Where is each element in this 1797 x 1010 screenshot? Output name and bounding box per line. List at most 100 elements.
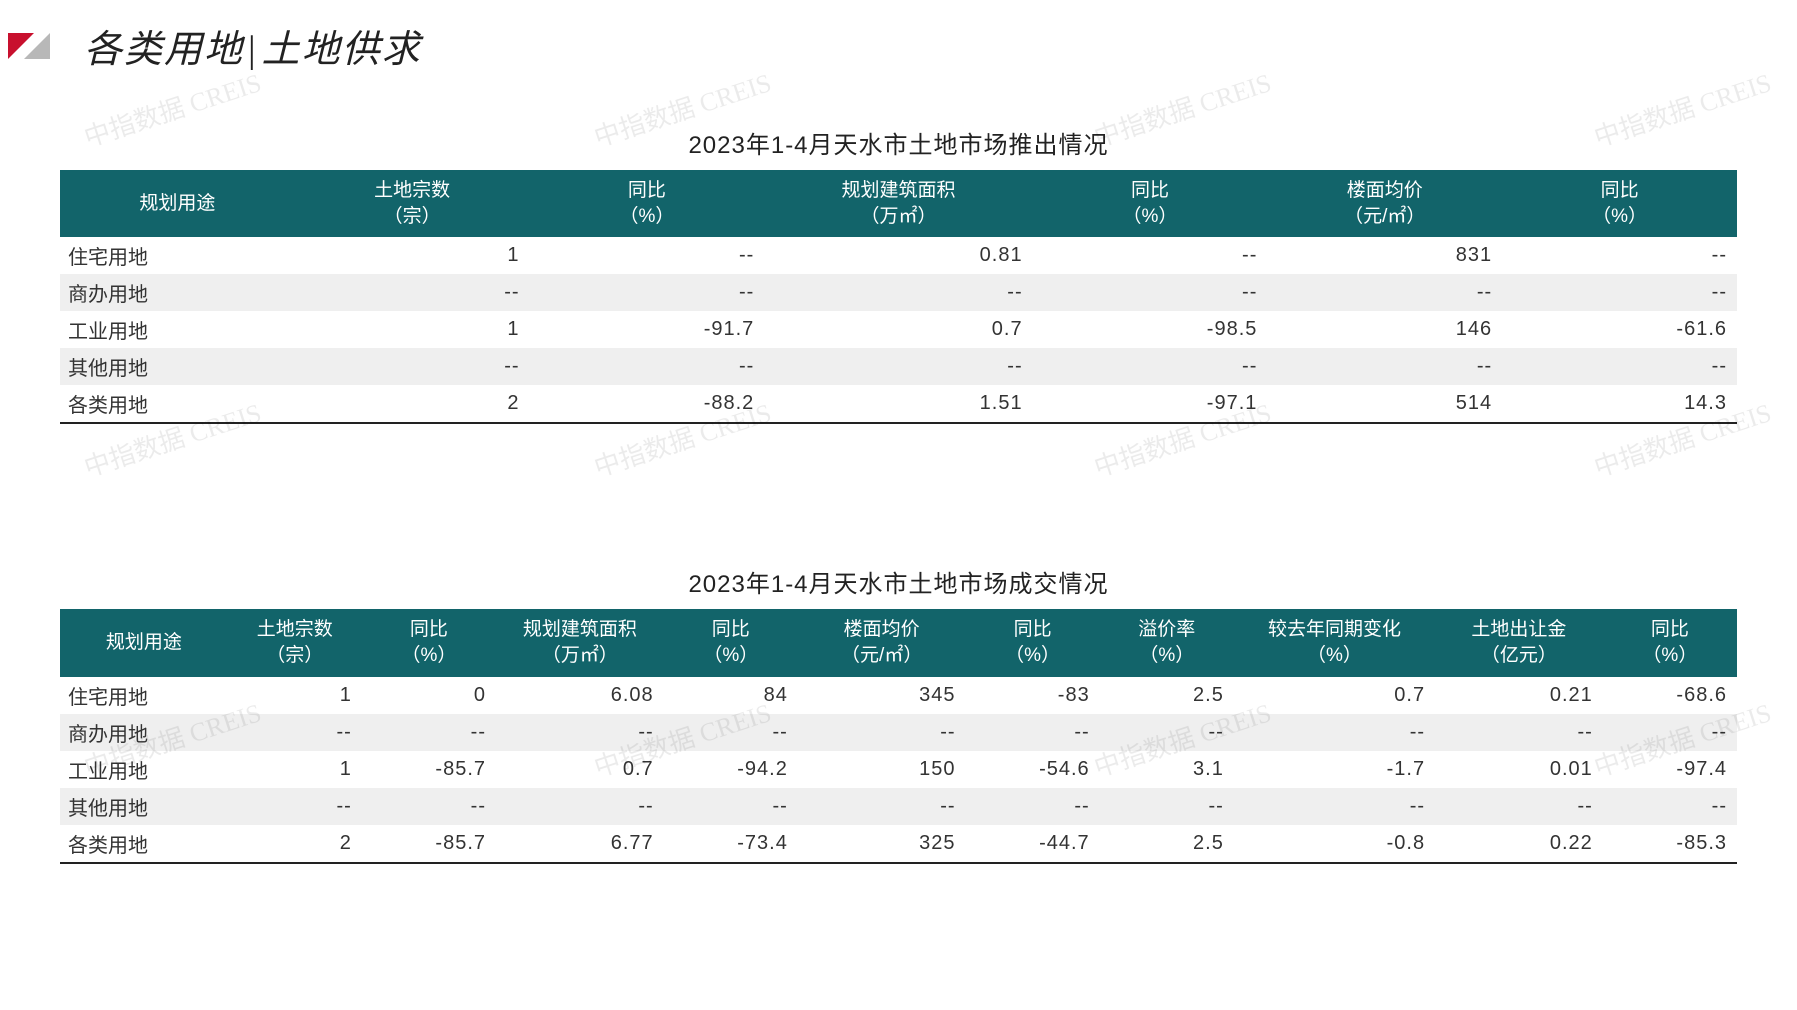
- table-row: 商办用地--------------------: [60, 714, 1737, 751]
- cell: 3.1: [1100, 751, 1234, 788]
- cell: 84: [664, 677, 798, 714]
- cell: -73.4: [664, 825, 798, 863]
- cell: --: [1234, 788, 1435, 825]
- column-header: 楼面均价（元/㎡）: [798, 609, 966, 676]
- table-row: 工业用地1-85.70.7-94.2150-54.63.1-1.70.01-97…: [60, 751, 1737, 788]
- deal-table-head: 规划用途土地宗数（宗）同比（%）规划建筑面积（万㎡）同比（%）楼面均价（元/㎡）…: [60, 609, 1737, 676]
- cell: --: [664, 714, 798, 751]
- cell: --: [1502, 274, 1737, 311]
- cell: 0.21: [1435, 677, 1603, 714]
- title-separator: |: [248, 29, 258, 71]
- column-header: 同比（%）: [966, 609, 1100, 676]
- table-row: 其他用地--------------------: [60, 788, 1737, 825]
- cell: --: [362, 714, 496, 751]
- cell: 0.22: [1435, 825, 1603, 863]
- cell: --: [1603, 788, 1737, 825]
- logo: [0, 33, 50, 59]
- cell: -83: [966, 677, 1100, 714]
- column-header: 较去年同期变化（%）: [1234, 609, 1435, 676]
- column-header: 土地出让金（亿元）: [1435, 609, 1603, 676]
- cell: 150: [798, 751, 966, 788]
- cell: --: [1435, 714, 1603, 751]
- cell: -91.7: [530, 311, 765, 348]
- column-header: 同比（%）: [1502, 170, 1737, 237]
- column-header: 溢价率（%）: [1100, 609, 1234, 676]
- cell: -1.7: [1234, 751, 1435, 788]
- cell: --: [764, 348, 1032, 385]
- table-row: 其他用地------------: [60, 348, 1737, 385]
- row-label: 工业用地: [60, 311, 295, 348]
- cell: 0.7: [496, 751, 664, 788]
- cell: --: [966, 788, 1100, 825]
- page-title-right: 土地供求: [262, 29, 422, 71]
- cell: --: [1603, 714, 1737, 751]
- deal-table-body: 住宅用地106.0884345-832.50.70.21-68.6商办用地---…: [60, 677, 1737, 863]
- supply-table: 规划用途土地宗数（宗）同比（%）规划建筑面积（万㎡）同比（%）楼面均价（元/㎡）…: [60, 170, 1737, 424]
- cell: 2: [228, 825, 362, 863]
- column-header: 土地宗数（宗）: [228, 609, 362, 676]
- cell: -61.6: [1502, 311, 1737, 348]
- cell: 325: [798, 825, 966, 863]
- column-header: 楼面均价（元/㎡）: [1267, 170, 1502, 237]
- cell: 6.08: [496, 677, 664, 714]
- header: 各类用地|土地供求: [0, 0, 1797, 85]
- cell: -97.1: [1033, 385, 1268, 423]
- supply-table-body: 住宅用地1--0.81--831--商办用地------------工业用地1-…: [60, 237, 1737, 423]
- cell: -68.6: [1603, 677, 1737, 714]
- cell: --: [798, 788, 966, 825]
- cell: 0.7: [764, 311, 1032, 348]
- cell: --: [295, 348, 530, 385]
- deal-table: 规划用途土地宗数（宗）同比（%）规划建筑面积（万㎡）同比（%）楼面均价（元/㎡）…: [60, 609, 1737, 863]
- cell: 1: [295, 237, 530, 274]
- column-header: 同比（%）: [1033, 170, 1268, 237]
- cell: -97.4: [1603, 751, 1737, 788]
- cell: --: [1033, 274, 1268, 311]
- cell: --: [1100, 714, 1234, 751]
- cell: --: [966, 714, 1100, 751]
- cell: -85.7: [362, 751, 496, 788]
- column-header: 规划用途: [60, 170, 295, 237]
- cell: 2.5: [1100, 677, 1234, 714]
- column-header: 同比（%）: [1603, 609, 1737, 676]
- cell: -85.3: [1603, 825, 1737, 863]
- cell: --: [530, 274, 765, 311]
- cell: --: [496, 714, 664, 751]
- cell: --: [228, 788, 362, 825]
- row-label: 商办用地: [60, 714, 228, 751]
- column-header: 规划建筑面积（万㎡）: [496, 609, 664, 676]
- cell: --: [362, 788, 496, 825]
- cell: --: [496, 788, 664, 825]
- cell: 0: [362, 677, 496, 714]
- page-title: 各类用地|土地供求: [84, 18, 422, 73]
- cell: 2: [295, 385, 530, 423]
- cell: -94.2: [664, 751, 798, 788]
- cell: -85.7: [362, 825, 496, 863]
- cell: 1: [295, 311, 530, 348]
- cell: 14.3: [1502, 385, 1737, 423]
- page-title-left: 各类用地: [84, 29, 244, 71]
- cell: --: [1267, 274, 1502, 311]
- column-header: 同比（%）: [664, 609, 798, 676]
- deal-table-title: 2023年1-4月天水市土地市场成交情况: [60, 564, 1737, 599]
- logo-gray-triangle: [24, 33, 50, 59]
- table-row: 各类用地2-85.76.77-73.4325-44.72.5-0.80.22-8…: [60, 825, 1737, 863]
- row-label: 住宅用地: [60, 237, 295, 274]
- column-header: 同比（%）: [362, 609, 496, 676]
- cell: --: [1100, 788, 1234, 825]
- supply-table-head: 规划用途土地宗数（宗）同比（%）规划建筑面积（万㎡）同比（%）楼面均价（元/㎡）…: [60, 170, 1737, 237]
- row-label: 各类用地: [60, 385, 295, 423]
- cell: --: [1033, 237, 1268, 274]
- cell: --: [1502, 237, 1737, 274]
- cell: --: [228, 714, 362, 751]
- cell: 1: [228, 751, 362, 788]
- cell: -0.8: [1234, 825, 1435, 863]
- cell: 6.77: [496, 825, 664, 863]
- cell: --: [764, 274, 1032, 311]
- cell: 1: [228, 677, 362, 714]
- cell: --: [1502, 348, 1737, 385]
- row-label: 其他用地: [60, 348, 295, 385]
- cell: --: [295, 274, 530, 311]
- column-header: 同比（%）: [530, 170, 765, 237]
- cell: -98.5: [1033, 311, 1268, 348]
- cell: --: [1234, 714, 1435, 751]
